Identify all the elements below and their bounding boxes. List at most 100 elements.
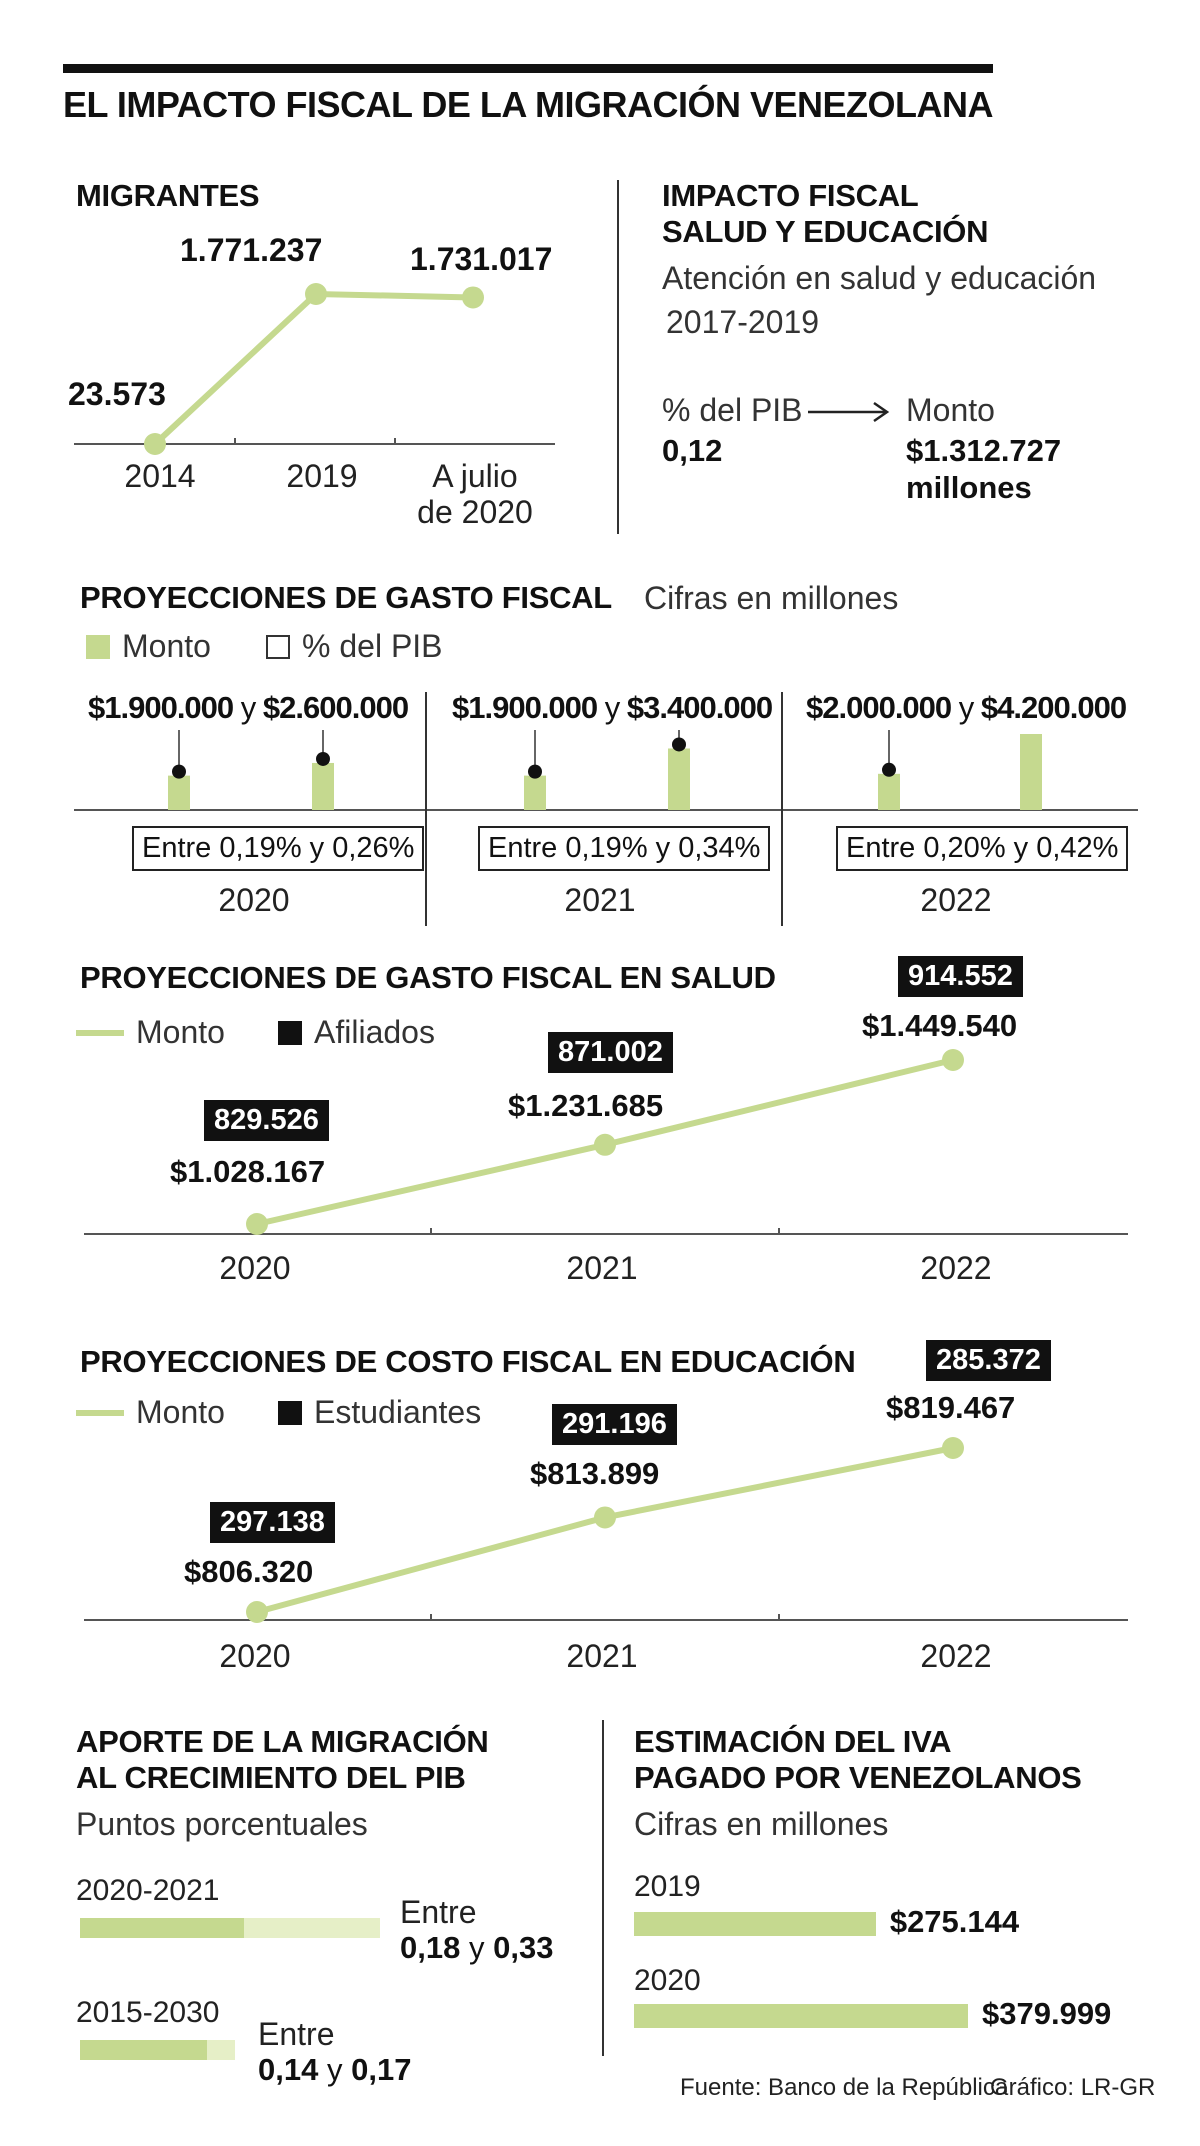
edu-estudiantes-2022: 285.372: [926, 1340, 1051, 1381]
edu-legend-line: [76, 1409, 124, 1416]
aporte-title-2: AL CRECIMIENTO DEL PIB: [76, 1760, 466, 1795]
proy-2021-high: $3.400.000: [626, 690, 773, 725]
edu-point-1: [594, 1506, 616, 1529]
salud-afiliados-2022: 914.552: [898, 956, 1023, 997]
proy-bar-high-2021: [668, 748, 690, 810]
migrantes-point-1: [305, 283, 327, 305]
aporte-bar-2015-2030-high: [207, 2040, 235, 2060]
page-title: EL IMPACTO FISCAL DE LA MIGRACIÓN VENEZO…: [63, 84, 994, 125]
impacto-monto-unit: millones: [906, 470, 1032, 505]
divider-bottom: [602, 1720, 604, 2056]
iva-bar-2019: [634, 1912, 876, 1936]
proy-bar-high-2022: [1020, 734, 1042, 810]
iva-bar-2020: [634, 2004, 968, 2028]
aporte-range-2: 0,14 y 0,17: [258, 2052, 411, 2088]
iva-value-2019: $275.144: [889, 1904, 1020, 1939]
proy-2020-low: $1.900.000: [88, 690, 234, 725]
salud-monto-2022: $1.449.540: [862, 1008, 1018, 1043]
salud-legend-monto: Monto: [76, 1014, 225, 1051]
salud-monto-2020: $1.028.167: [170, 1154, 326, 1189]
edu-point-2: [942, 1437, 964, 1459]
aporte-bar-2020-2021-low: [80, 1918, 244, 1938]
migrantes-value-2014: 23.573: [68, 376, 166, 412]
migrantes-chart: [74, 283, 555, 455]
migrantes-value-2019: 1.771.237: [180, 232, 323, 268]
educacion-chart: [84, 1437, 1128, 1623]
legend-pib-label: % del PIB: [302, 628, 443, 664]
proy-2021-y: y: [604, 690, 620, 725]
salud-point-0: [246, 1213, 268, 1235]
proy-2022-range: Entre 0,20% y 0,42%: [836, 826, 1129, 871]
migrantes-label-2014: 2014: [124, 458, 196, 494]
migrantes-title: MIGRANTES: [76, 178, 260, 213]
footer-credit: Gráfico: LR-GR: [990, 2074, 1156, 2101]
proy-2020-values: $1.900.000 y $2.600.000: [88, 690, 409, 726]
aporte-title-1: APORTE DE LA MIGRACIÓN: [76, 1724, 489, 1759]
edu-monto-2022: $819.467: [886, 1390, 1016, 1425]
proy-dot-high-2020: [316, 751, 330, 766]
proy-dot-low-2020: [172, 764, 186, 779]
edu-year-2020: 2020: [219, 1638, 291, 1674]
salud-year-2021: 2021: [566, 1250, 638, 1286]
edu-point-0: [246, 1601, 268, 1623]
top-rule: [63, 64, 993, 73]
impacto-title-1: IMPACTO FISCAL: [662, 178, 919, 213]
migrantes-value-2020: 1.731.017: [410, 241, 553, 277]
proyecciones-title: PROYECCIONES DE GASTO FISCAL: [80, 580, 612, 615]
legend-monto-swatch: [86, 634, 110, 659]
migrantes-label-julio: A julio: [432, 458, 518, 494]
proy-2020-range: Entre 0,19% y 0,26%: [132, 826, 425, 871]
edu-legend-square: [278, 1400, 302, 1425]
edu-estudiantes-2021: 291.196: [552, 1404, 677, 1445]
legend-pib-swatch: [266, 634, 290, 659]
edu-estudiantes-2020: 297.138: [210, 1502, 335, 1543]
salud-point-2: [942, 1049, 964, 1071]
impacto-monto-label: Monto: [906, 392, 995, 428]
salud-point-1: [594, 1133, 616, 1156]
proy-bar-low-2021: [524, 775, 546, 810]
proy-2021-range: Entre 0,19% y 0,34%: [478, 826, 771, 871]
iva-year-2019: 2019: [634, 1870, 701, 1903]
edu-legend-estudiantes: Estudiantes: [278, 1394, 481, 1431]
proyecciones-subtitle: Cifras en millones: [644, 580, 899, 616]
proy-2022-high: $4.200.000: [980, 690, 1127, 725]
legend-monto-label: Monto: [122, 628, 211, 664]
aporte-range-1: 0,18 y 0,33: [400, 1930, 553, 1966]
proy-bar-low-2020: [168, 775, 190, 810]
aporte-high-1: 0,33: [493, 1930, 554, 1965]
iva-subtitle: Cifras en millones: [634, 1806, 889, 1842]
proy-2022-values: $2.000.000 y $4.200.000: [806, 690, 1127, 726]
educacion-title: PROYECCIONES DE COSTO FISCAL EN EDUCACIÓ…: [80, 1344, 856, 1379]
legend-monto: Monto: [86, 628, 211, 665]
aporte-low-1: 0,18: [400, 1930, 461, 1965]
salud-year-2020: 2020: [219, 1250, 291, 1286]
migrantes-label-2019: 2019: [286, 458, 358, 494]
aporte-y-2: y: [326, 2052, 343, 2087]
impacto-title-2: SALUD Y EDUCACIÓN: [662, 214, 989, 249]
edu-year-2021: 2021: [566, 1638, 638, 1674]
salud-chart: [84, 1049, 1128, 1235]
legend-pib: % del PIB: [266, 628, 443, 665]
impacto-pib-label: % del PIB: [662, 392, 803, 428]
salud-legend-monto-label: Monto: [136, 1014, 225, 1050]
proy-dot-low-2022: [882, 762, 896, 777]
salud-afiliados-2020: 829.526: [204, 1100, 329, 1141]
aporte-y-1: y: [468, 1930, 485, 1965]
aporte-bar-2020-2021-high: [243, 1918, 380, 1938]
migrantes-point-2: [462, 286, 484, 309]
proy-2022-low: $2.000.000: [806, 690, 952, 725]
salud-legend-square: [278, 1020, 302, 1045]
edu-year-2022: 2022: [920, 1638, 992, 1674]
proy-bar-low-2022: [878, 773, 900, 810]
iva-title-2: PAGADO POR VENEZOLANOS: [634, 1760, 1082, 1795]
impacto-subtitle-2: 2017-2019: [666, 304, 820, 340]
proy-2020-y: y: [240, 690, 256, 725]
proy-2022-y: y: [958, 690, 974, 725]
aporte-high-2: 0,17: [351, 2052, 412, 2087]
salud-afiliados-2021: 871.002: [548, 1032, 673, 1073]
salud-monto-2021: $1.231.685: [508, 1088, 664, 1123]
iva-title-1: ESTIMACIÓN DEL IVA: [634, 1724, 952, 1759]
salud-year-2022: 2022: [920, 1250, 992, 1286]
salud-legend-line: [76, 1029, 124, 1036]
aporte-period-2: 2015-2030: [76, 1996, 220, 2029]
